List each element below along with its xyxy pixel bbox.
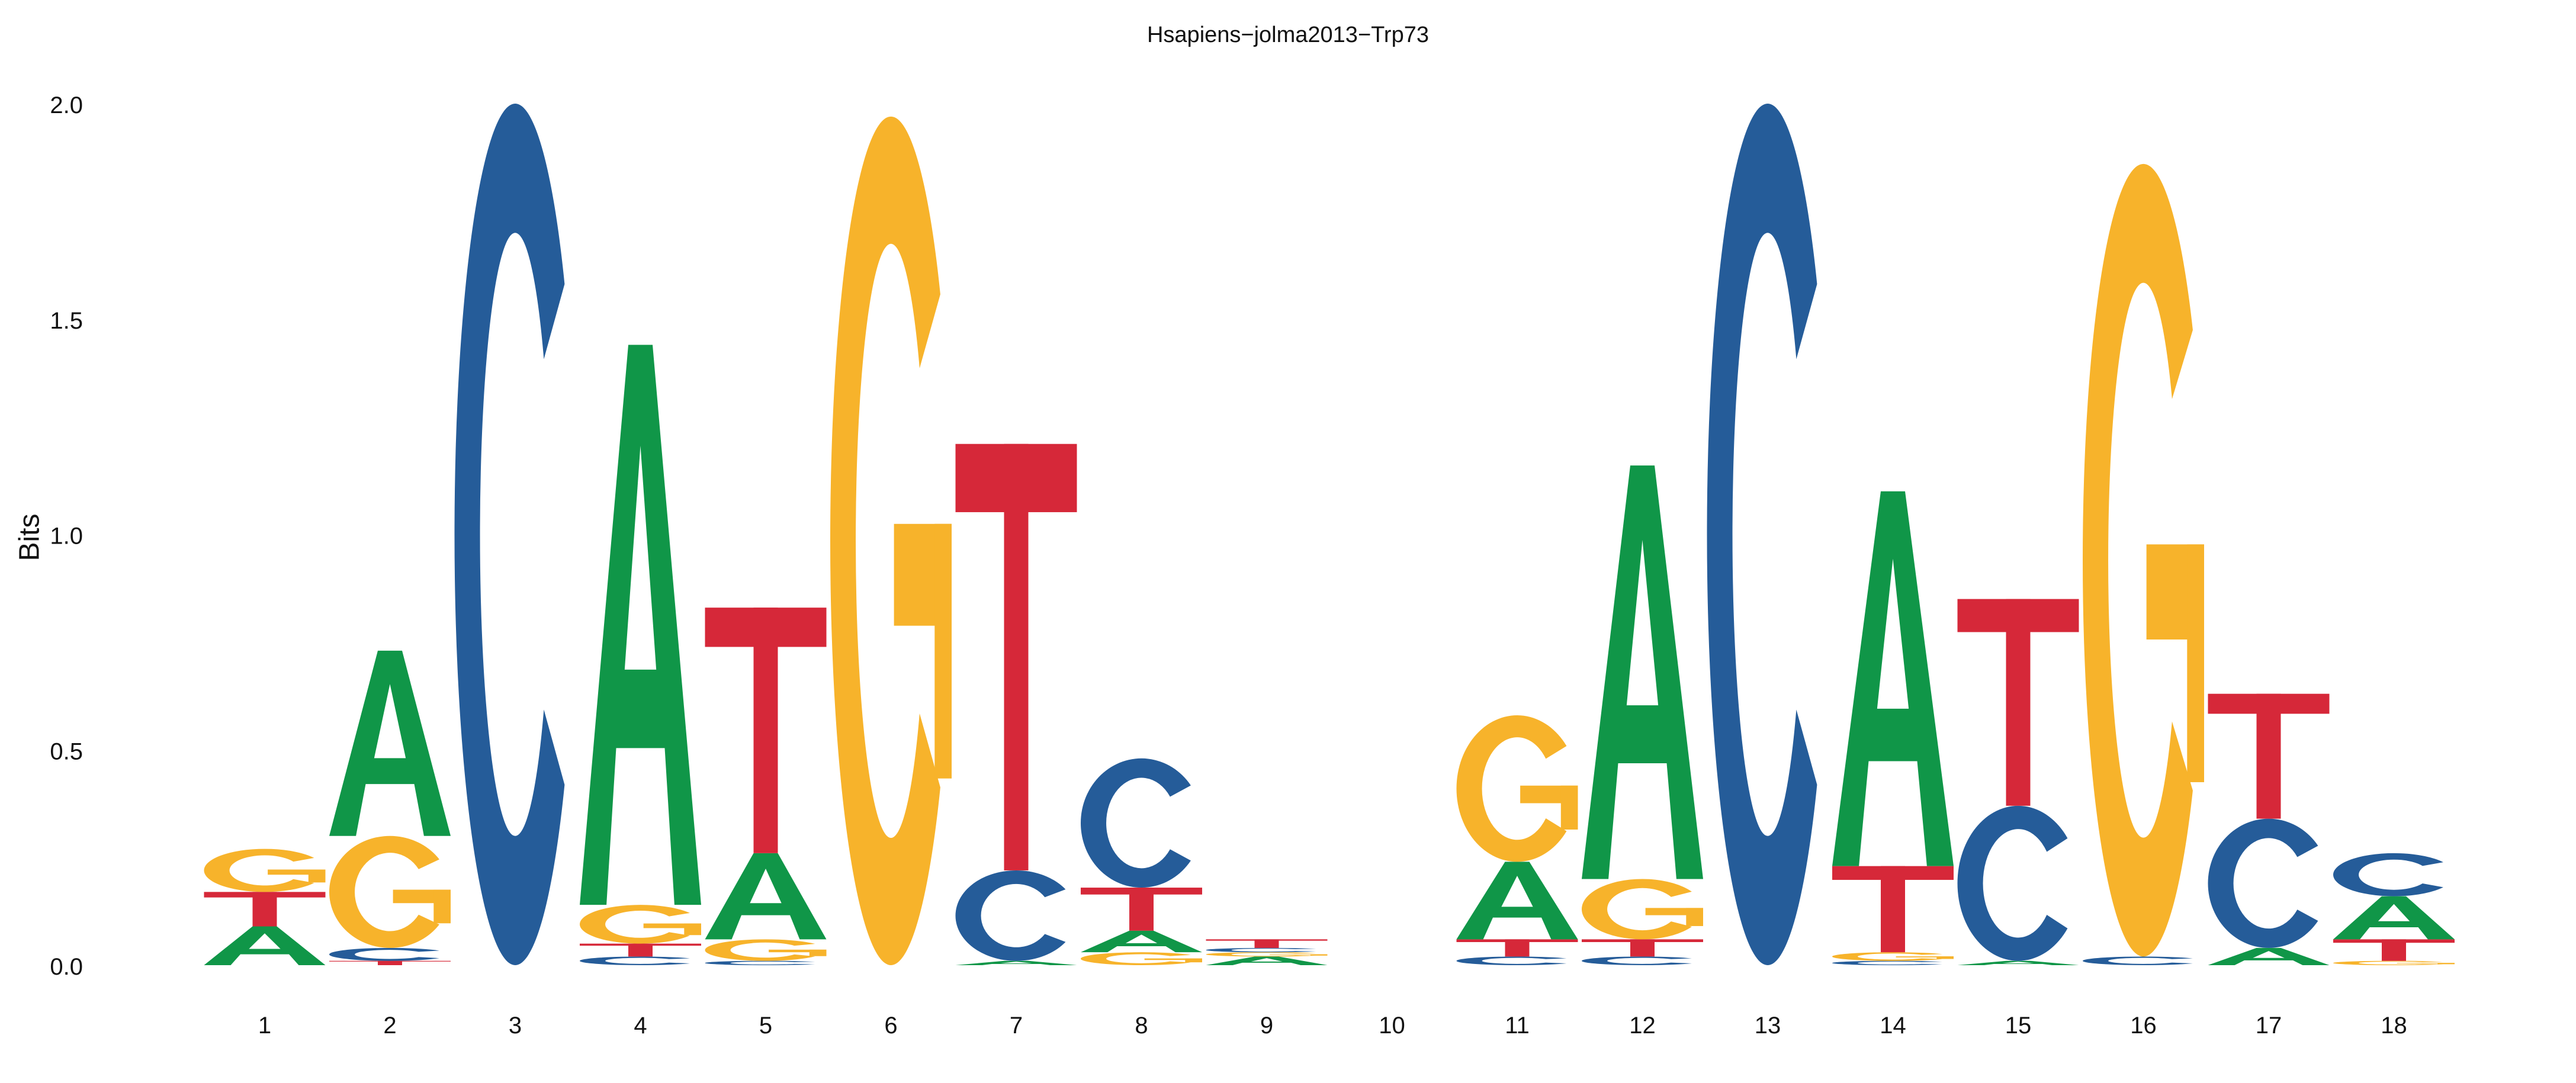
y-tick-label: 1.0 [50, 523, 83, 549]
logo-column [1707, 103, 1817, 965]
letter-c [1456, 956, 1567, 965]
logo-column [830, 116, 952, 966]
y-tick-label: 0.5 [50, 738, 83, 764]
x-tick-label: 7 [1010, 1013, 1023, 1039]
logo-column [1957, 599, 2079, 965]
letter-c [329, 947, 439, 961]
logo-column [1080, 758, 1202, 965]
x-tick-label: 11 [1505, 1013, 1530, 1039]
letter-g [2083, 163, 2204, 957]
logo-column [1206, 939, 1328, 965]
x-tick-label: 2 [383, 1013, 396, 1039]
x-axis: 1 2 3 4 5 6 7 8 9 10 11 12 13 14 15 16 17 18 [258, 1013, 2407, 1039]
y-tick-label: 2.0 [50, 92, 83, 118]
letter-a [1456, 862, 1578, 940]
x-tick-label: 9 [1260, 1013, 1273, 1039]
letter-g [329, 835, 451, 948]
x-tick-label: 6 [884, 1013, 897, 1039]
logo-column [454, 104, 565, 966]
y-tick-label: 0.0 [50, 954, 83, 980]
logo-column [204, 849, 326, 965]
letter-t [1206, 939, 1328, 948]
letter-g [580, 905, 701, 944]
letter-a [2208, 947, 2330, 965]
letter-c [2083, 956, 2193, 965]
letter-c [1957, 805, 2068, 961]
logo-column [2333, 853, 2455, 965]
letter-c [2208, 818, 2318, 948]
letter-a [1832, 491, 1954, 866]
letter-t [1957, 599, 2079, 806]
letter-c [580, 956, 690, 965]
letter-a [204, 926, 326, 965]
x-tick-label: 4 [634, 1013, 647, 1039]
letter-g [705, 939, 827, 961]
letter-a [1582, 465, 1703, 879]
letter-c [1832, 960, 1942, 966]
x-tick-label: 12 [1629, 1013, 1656, 1039]
logo-column [955, 444, 1077, 965]
letter-c [454, 104, 565, 966]
x-tick-label: 15 [2005, 1013, 2032, 1039]
letter-a [1957, 960, 2079, 965]
letter-a [1081, 930, 1202, 953]
letter-a [580, 345, 701, 905]
logo-column [1582, 465, 1703, 965]
logo-stacks [204, 103, 2455, 966]
x-tick-label: 3 [509, 1013, 522, 1039]
letter-t [2208, 693, 2330, 819]
letter-t [204, 892, 326, 927]
letter-a [2333, 896, 2455, 940]
letter-t [1456, 939, 1578, 957]
logo-column [2208, 693, 2330, 965]
letter-t [2333, 939, 2455, 961]
x-tick-label: 8 [1135, 1013, 1148, 1039]
letter-c [705, 960, 815, 966]
y-tick-label: 1.5 [50, 308, 83, 334]
letter-g [830, 116, 952, 966]
letter-c [2333, 853, 2443, 896]
x-tick-label: 17 [2256, 1013, 2282, 1039]
letter-c [955, 870, 1066, 961]
letter-t [1081, 888, 1202, 931]
letter-c [1080, 758, 1191, 888]
logo-column [580, 345, 701, 965]
chart-title: Hsapiens−jolma2013−Trp73 [1146, 23, 1429, 47]
logo-column [705, 608, 827, 966]
letter-t [580, 943, 701, 957]
letter-g [1832, 952, 1954, 961]
letter-t [1832, 866, 1954, 953]
logo-column [329, 650, 451, 965]
letter-g [1206, 952, 1328, 957]
letter-c [1582, 956, 1692, 965]
x-tick-label: 10 [1379, 1013, 1405, 1039]
y-axis: 0.0 0.5 1.0 1.5 2.0 [50, 92, 83, 980]
logo-column [2083, 163, 2204, 965]
x-tick-label: 18 [2381, 1013, 2407, 1039]
letter-t [1582, 939, 1703, 957]
logo-column [1832, 491, 1954, 966]
logo-column [1456, 715, 1578, 965]
letter-g [1456, 715, 1578, 862]
letter-c [1707, 103, 1817, 965]
x-tick-label: 16 [2130, 1013, 2157, 1039]
letter-t [329, 960, 451, 965]
letter-t [955, 444, 1077, 870]
letter-g [1582, 879, 1703, 940]
letter-a [1206, 956, 1328, 965]
x-tick-label: 1 [258, 1013, 271, 1039]
letter-a [955, 960, 1077, 965]
letter-a [329, 650, 451, 836]
x-tick-label: 13 [1755, 1013, 1781, 1039]
x-tick-label: 14 [1880, 1013, 1906, 1039]
x-tick-label: 5 [759, 1013, 772, 1039]
letter-a [705, 853, 827, 940]
letter-g [204, 849, 326, 892]
letter-g [2333, 960, 2455, 965]
letter-c [1206, 947, 1316, 953]
letter-g [1080, 952, 1202, 965]
letter-t [705, 608, 827, 853]
